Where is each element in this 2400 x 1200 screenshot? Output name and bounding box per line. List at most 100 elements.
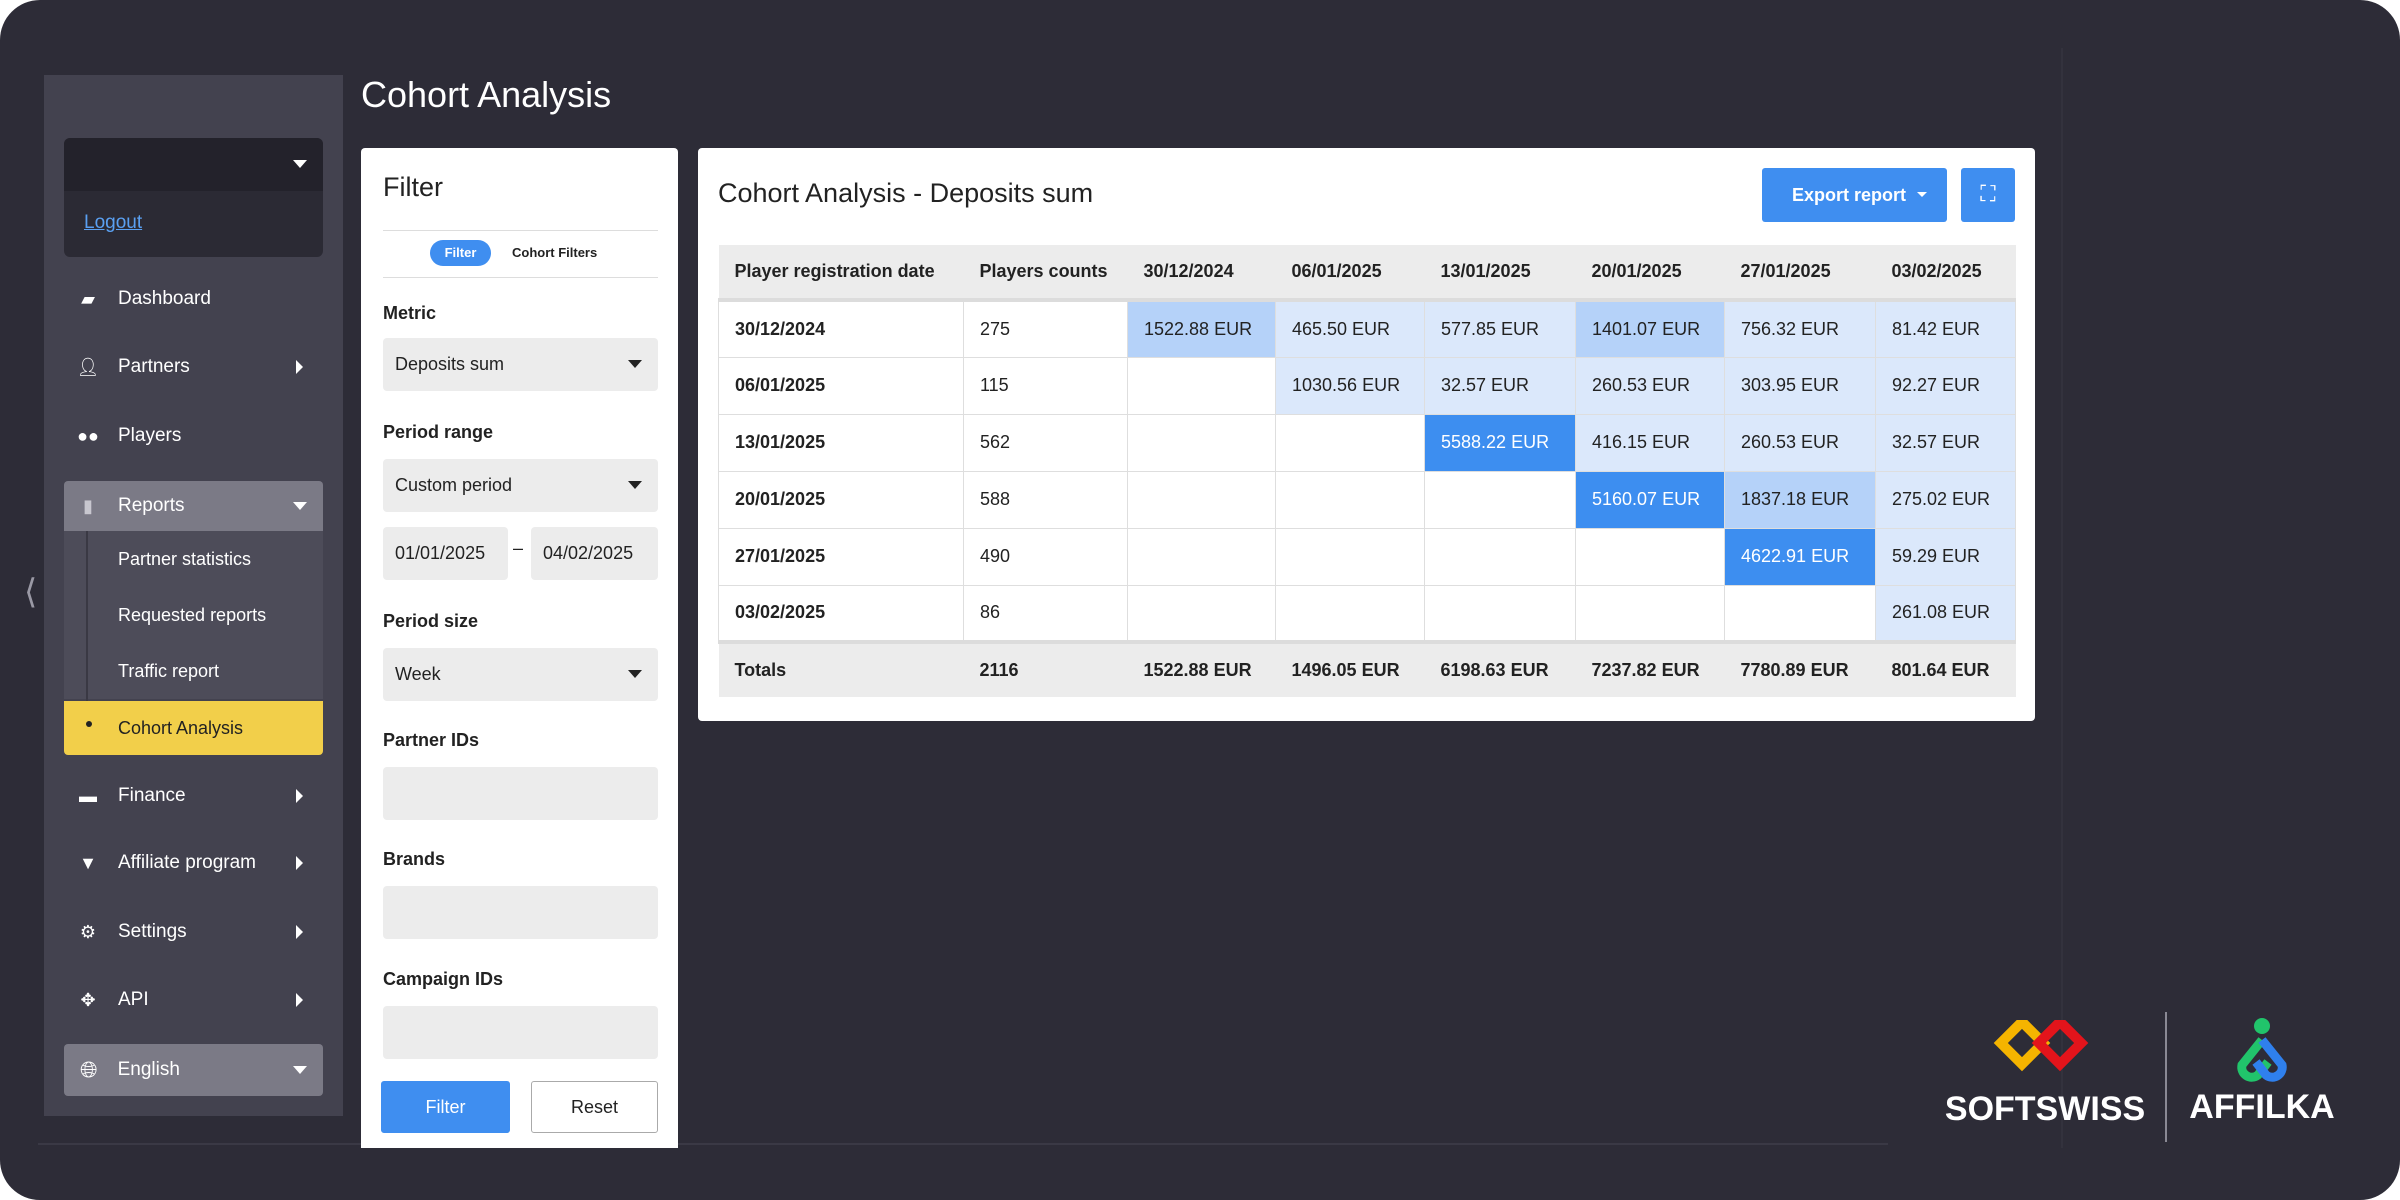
date-from-input[interactable]: 01/01/2025 bbox=[383, 527, 508, 580]
totals-cell: 7237.82 EUR bbox=[1575, 640, 1725, 697]
cohort-value-cell bbox=[1275, 527, 1425, 586]
registration-date-cell: 30/12/2024 bbox=[718, 299, 964, 358]
user-icon: 👤︎ bbox=[76, 356, 100, 377]
bullet-icon bbox=[86, 721, 92, 727]
cohort-value-cell bbox=[1275, 584, 1425, 643]
api-icon: ✥ bbox=[80, 989, 96, 1010]
softswiss-logo: SOFTSWISS bbox=[1945, 1014, 2145, 1135]
sidebar-item-label: Requested reports bbox=[118, 604, 267, 625]
sidebar-item-dashboard[interactable]: ▰ Dashboard bbox=[64, 274, 323, 324]
card-icon: ▬ bbox=[79, 785, 97, 806]
table-row: 27/01/2025 490 4622.91 EUR 59.29 EUR bbox=[718, 527, 2016, 586]
logout-link[interactable]: Logout bbox=[84, 212, 143, 233]
divider bbox=[38, 1143, 1888, 1145]
players-count-cell: 588 bbox=[963, 470, 1128, 529]
tab-filter[interactable]: Filter bbox=[430, 240, 491, 266]
affilka-wordmark: AFFILKA bbox=[2189, 1088, 2334, 1126]
table-header-row: Player registration date Players counts 30… bbox=[718, 245, 2016, 302]
sidebar-item-players[interactable]: ●● Players bbox=[64, 411, 323, 461]
caret-right-icon bbox=[296, 360, 303, 374]
sidebar-item-label: Reports bbox=[118, 495, 185, 516]
partner-ids-input[interactable] bbox=[383, 767, 658, 820]
table-row: 06/01/2025 115 1030.56 EUR 32.57 EUR 260.53 … bbox=[718, 356, 2016, 415]
caret-right-icon bbox=[296, 993, 303, 1007]
cohort-value-cell bbox=[1724, 584, 1876, 643]
cohort-value-cell bbox=[1127, 527, 1276, 586]
cohort-value-cell: 5588.22 EUR bbox=[1424, 413, 1576, 472]
period-size-select[interactable]: Week bbox=[383, 648, 658, 701]
tab-cohort-filters[interactable]: Cohort Filters bbox=[512, 245, 598, 260]
sidebar-item-label: Players bbox=[118, 425, 182, 446]
period-range-select[interactable]: Custom period bbox=[383, 459, 658, 512]
collapse-sidebar-chevron-icon[interactable]: ⟨ bbox=[24, 573, 38, 611]
cohort-value-cell: 275.02 EUR bbox=[1875, 470, 2016, 529]
column-header: 27/01/2025 bbox=[1724, 245, 1876, 302]
affilka-logo: AFFILKA bbox=[2180, 1010, 2340, 1135]
cohort-value-cell: 465.50 EUR bbox=[1275, 299, 1425, 358]
sidebar-item-finance[interactable]: ▬ Finance bbox=[64, 771, 323, 821]
cohort-value-cell bbox=[1424, 470, 1576, 529]
registration-date-cell: 03/02/2025 bbox=[718, 584, 964, 643]
totals-cell: 1496.05 EUR bbox=[1275, 640, 1425, 697]
totals-cell: 7780.89 EUR bbox=[1724, 640, 1876, 697]
sidebar-subitem-partner-statistics[interactable]: Partner statistics bbox=[64, 531, 323, 587]
caret-down-icon bbox=[293, 1066, 307, 1074]
fullscreen-icon[interactable]: ⛶ bbox=[1961, 168, 2015, 222]
language-select[interactable]: 🌐︎ English bbox=[64, 1044, 323, 1096]
sidebar-subitem-cohort-analysis[interactable]: Cohort Analysis bbox=[64, 701, 323, 755]
export-report-button[interactable]: Export report bbox=[1762, 168, 1947, 222]
column-header: 03/02/2025 bbox=[1875, 245, 2016, 302]
sidebar-item-reports[interactable]: ▮ Reports bbox=[64, 481, 323, 531]
metric-select[interactable]: Deposits sum bbox=[383, 338, 658, 391]
reset-button[interactable]: Reset bbox=[531, 1081, 658, 1133]
date-separator: – bbox=[513, 538, 524, 558]
export-label: Export report bbox=[1792, 185, 1907, 205]
filter-button[interactable]: Filter bbox=[381, 1081, 510, 1133]
sidebar-item-affiliate-program[interactable]: ▼ Affiliate program bbox=[64, 838, 323, 888]
cohort-value-cell bbox=[1424, 527, 1576, 586]
cohort-value-cell bbox=[1127, 584, 1276, 643]
sidebar-subitem-requested-reports[interactable]: Requested reports bbox=[64, 587, 323, 643]
cohort-value-cell: 260.53 EUR bbox=[1724, 413, 1876, 472]
caret-right-icon bbox=[296, 925, 303, 939]
filter-title: Filter bbox=[383, 172, 443, 202]
softswiss-logo-mark: SOFTSWISS bbox=[1945, 1014, 2145, 1128]
cohort-value-cell: 59.29 EUR bbox=[1875, 527, 2016, 586]
cohort-value-cell: 1030.56 EUR bbox=[1275, 356, 1425, 415]
sidebar-subitem-traffic-report[interactable]: Traffic report bbox=[64, 643, 323, 699]
sidebar-item-api[interactable]: ✥ API bbox=[64, 975, 323, 1025]
partner-ids-label: Partner IDs bbox=[383, 730, 480, 750]
cohort-value-cell: 303.95 EUR bbox=[1724, 356, 1876, 415]
divider bbox=[383, 230, 658, 231]
sidebar-item-settings[interactable]: ⚙ Settings bbox=[64, 907, 323, 957]
cohort-value-cell bbox=[1275, 470, 1425, 529]
affilka-logo-mark: AFFILKA bbox=[2189, 1018, 2335, 1126]
sidebar-item-partners[interactable]: 👤︎ Partners bbox=[64, 342, 323, 392]
brands-input[interactable] bbox=[383, 886, 658, 939]
cohort-value-cell: 1837.18 EUR bbox=[1724, 470, 1876, 529]
campaign-ids-input[interactable] bbox=[383, 1006, 658, 1059]
registration-date-cell: 06/01/2025 bbox=[718, 356, 964, 415]
account-dropdown[interactable] bbox=[64, 138, 323, 191]
report-title: Cohort Analysis - Deposits sum bbox=[718, 178, 1094, 208]
clipboard-icon: ▮ bbox=[83, 495, 93, 516]
players-count-cell: 86 bbox=[963, 584, 1128, 643]
registration-date-cell: 13/01/2025 bbox=[718, 413, 964, 472]
period-size-label: Period size bbox=[383, 611, 479, 631]
cohort-value-cell bbox=[1575, 527, 1725, 586]
cohort-value-cell bbox=[1127, 470, 1276, 529]
sidebar-item-label: Partner statistics bbox=[118, 548, 252, 569]
sidebar-item-label: Finance bbox=[118, 785, 186, 806]
column-header: 13/01/2025 bbox=[1424, 245, 1576, 302]
brands-label: Brands bbox=[383, 849, 446, 869]
totals-row: Totals 2116 1522.88 EUR 1496.05 EUR 6198.63 … bbox=[718, 640, 2016, 697]
totals-cell: 801.64 EUR bbox=[1875, 640, 2016, 697]
caret-down-icon bbox=[1917, 192, 1927, 197]
sidebar-item-label: Settings bbox=[118, 921, 187, 942]
divider bbox=[2061, 48, 2063, 1148]
sidebar-item-label: Traffic report bbox=[118, 660, 220, 681]
date-to-input[interactable]: 04/02/2025 bbox=[531, 527, 658, 580]
table-row: 30/12/2024 275 1522.88 EUR 465.50 EUR 577.85… bbox=[718, 299, 2016, 358]
cohort-value-cell bbox=[1127, 356, 1276, 415]
cohort-value-cell: 32.57 EUR bbox=[1424, 356, 1576, 415]
